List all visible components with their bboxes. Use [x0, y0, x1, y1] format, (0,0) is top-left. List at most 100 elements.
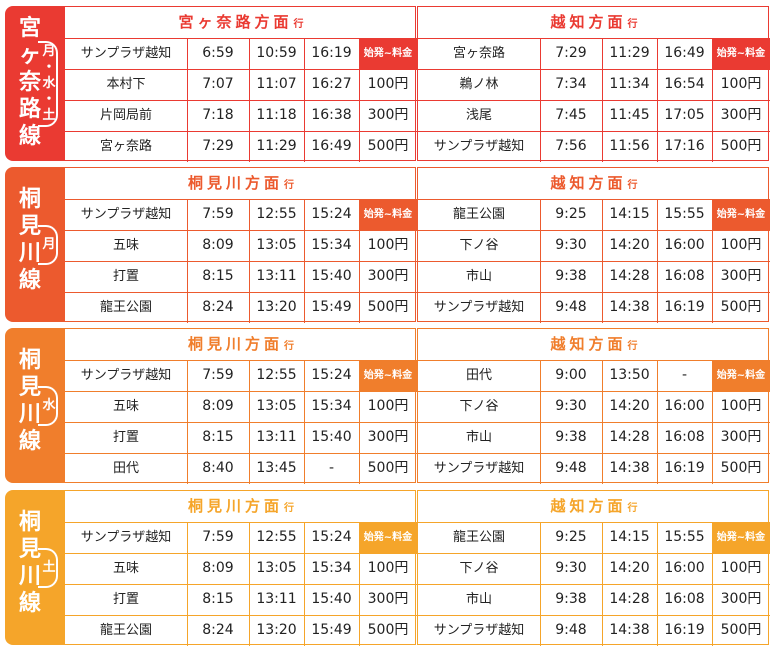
route-name-char: 線	[18, 591, 41, 616]
route-name-char: 桐	[18, 510, 41, 535]
departure-time: 11:29	[609, 45, 650, 61]
departure-time: 14:38	[609, 460, 650, 476]
timetable-right: 越知方面行 龍王公園 9:25 14:15 15:55 始発~料金 下ノ谷 9:30 14:20…	[417, 490, 770, 646]
stop-name: 田代	[465, 368, 492, 383]
row-divider	[65, 615, 417, 616]
departure-time: 6:59	[202, 45, 234, 61]
departure-time: 9:30	[555, 237, 587, 253]
stop-name: 五味	[112, 561, 139, 576]
column-divider	[359, 522, 360, 646]
timetable-row: 宮ヶ奈路 7:29 11:29 16:49 500円	[65, 131, 417, 162]
timetable-row: サンプラザ越知 7:56 11:56 17:16 500円	[418, 131, 770, 162]
timetable-row: 鵜ノ林 7:34 11:34 16:54 100円	[418, 69, 770, 100]
departure-time: 11:45	[609, 107, 650, 123]
row-divider	[418, 69, 770, 70]
column-divider	[712, 360, 713, 484]
departure-time: 12:55	[256, 529, 297, 545]
route-name-char: 川	[18, 402, 41, 427]
departure-time: 13:20	[256, 622, 297, 638]
departure-time: 11:07	[256, 76, 297, 92]
direction-suffix: 行	[284, 341, 294, 352]
stop-name: 下ノ谷	[459, 399, 499, 414]
stop-name: 浅尾	[465, 108, 492, 123]
origin-fare-badge: 始発~料金	[712, 522, 770, 553]
departure-time: 13:45	[256, 460, 297, 476]
direction-title: 桐見川方面	[187, 335, 283, 353]
route-name-char: 線	[18, 268, 41, 293]
stop-name: 市山	[465, 430, 492, 445]
departure-time: 7:56	[555, 138, 587, 154]
timetable-row: 下ノ谷 9:30 14:20 16:00 100円	[418, 230, 770, 261]
column-divider	[359, 360, 360, 484]
row-divider	[65, 292, 417, 293]
route-label: 桐見川線水	[5, 328, 64, 483]
departure-time: 15:34	[311, 560, 352, 576]
route-block-miyakenaji: 宮ヶ奈路線月・水・土宮ヶ奈路方面行 サンプラザ越知 6:59 10:59 16:19 始発…	[5, 6, 770, 162]
departure-time: 15:49	[311, 299, 352, 315]
row-divider	[418, 261, 770, 262]
departure-time: 13:50	[609, 367, 650, 383]
departure-time: 8:15	[202, 429, 234, 445]
departure-time: 9:48	[555, 460, 587, 476]
departure-time: 14:15	[609, 529, 650, 545]
row-divider	[418, 422, 770, 423]
departure-time: 7:29	[555, 45, 587, 61]
stop-name: 龍王公園	[452, 530, 505, 545]
departure-time: 9:38	[555, 268, 587, 284]
row-divider	[65, 100, 417, 101]
column-divider	[304, 522, 305, 646]
column-divider	[249, 38, 250, 162]
departure-time: 9:25	[555, 529, 587, 545]
fare-cell: 500円	[367, 299, 409, 315]
departure-time: 13:11	[256, 591, 297, 607]
departure-time: 15:40	[311, 591, 352, 607]
stop-name: 田代	[112, 461, 139, 476]
stop-name: 下ノ谷	[459, 561, 499, 576]
departure-time: 8:15	[202, 591, 234, 607]
row-divider	[418, 292, 770, 293]
departure-time: 7:45	[555, 107, 587, 123]
timetable-row: 市山 9:38 14:28 16:08 300円	[418, 584, 770, 615]
departure-time: -	[681, 367, 688, 383]
direction-title: 宮ヶ奈路方面	[178, 13, 293, 31]
direction-suffix: 行	[627, 341, 638, 352]
fare-cell: 100円	[367, 76, 409, 92]
departure-time: 11:34	[609, 76, 650, 92]
departure-time: 8:40	[202, 460, 234, 476]
stop-name: サンプラザ越知	[433, 139, 525, 154]
stop-name: 五味	[112, 399, 139, 414]
operating-day: 土	[42, 559, 56, 575]
route-label: 宮ヶ奈路線 月・水・土	[5, 6, 64, 161]
origin-fare-badge: 始発~料金	[712, 360, 770, 391]
route-name-char: 川	[18, 564, 41, 589]
departure-time: 9:48	[555, 622, 587, 638]
departure-time: 16:19	[664, 622, 705, 638]
departure-time: 15:40	[311, 429, 352, 445]
departure-time: 17:05	[664, 107, 705, 123]
timetable-row: サンプラザ越知 9:48 14:38 16:19 500円	[418, 292, 770, 323]
column-divider	[712, 199, 713, 323]
operating-day: 月	[42, 236, 56, 252]
fare-cell: 500円	[720, 138, 762, 154]
departure-time: 13:20	[256, 299, 297, 315]
operating-day: 土	[42, 107, 56, 123]
timetable-row: 五味 8:09 13:05 15:34 100円	[65, 391, 417, 422]
departure-time: 9:38	[555, 591, 587, 607]
column-divider	[359, 38, 360, 162]
column-divider	[712, 522, 713, 646]
row-divider	[65, 453, 417, 454]
departure-time: 13:05	[256, 398, 297, 414]
direction-suffix: 行	[627, 180, 638, 191]
stop-name: 市山	[465, 592, 492, 607]
timetable-row: サンプラザ越知 7:59 12:55 15:24 始発~料金	[65, 522, 417, 553]
direction-header: 桐見川方面行	[65, 491, 417, 523]
fare-cell: 300円	[720, 429, 762, 445]
timetable-row: 打置 8:15 13:11 15:40 300円	[65, 422, 417, 453]
departure-time: 14:28	[609, 429, 650, 445]
departure-time: 14:38	[609, 622, 650, 638]
column-divider	[249, 199, 250, 323]
row-divider	[418, 553, 770, 554]
departure-time: 16:54	[664, 76, 705, 92]
route-block-kirimigawa-sat: 桐見川線土桐見川方面行 サンプラザ越知 7:59 12:55 15:24 始発~料金 五味 8…	[5, 490, 770, 646]
departure-time: 17:16	[664, 138, 705, 154]
